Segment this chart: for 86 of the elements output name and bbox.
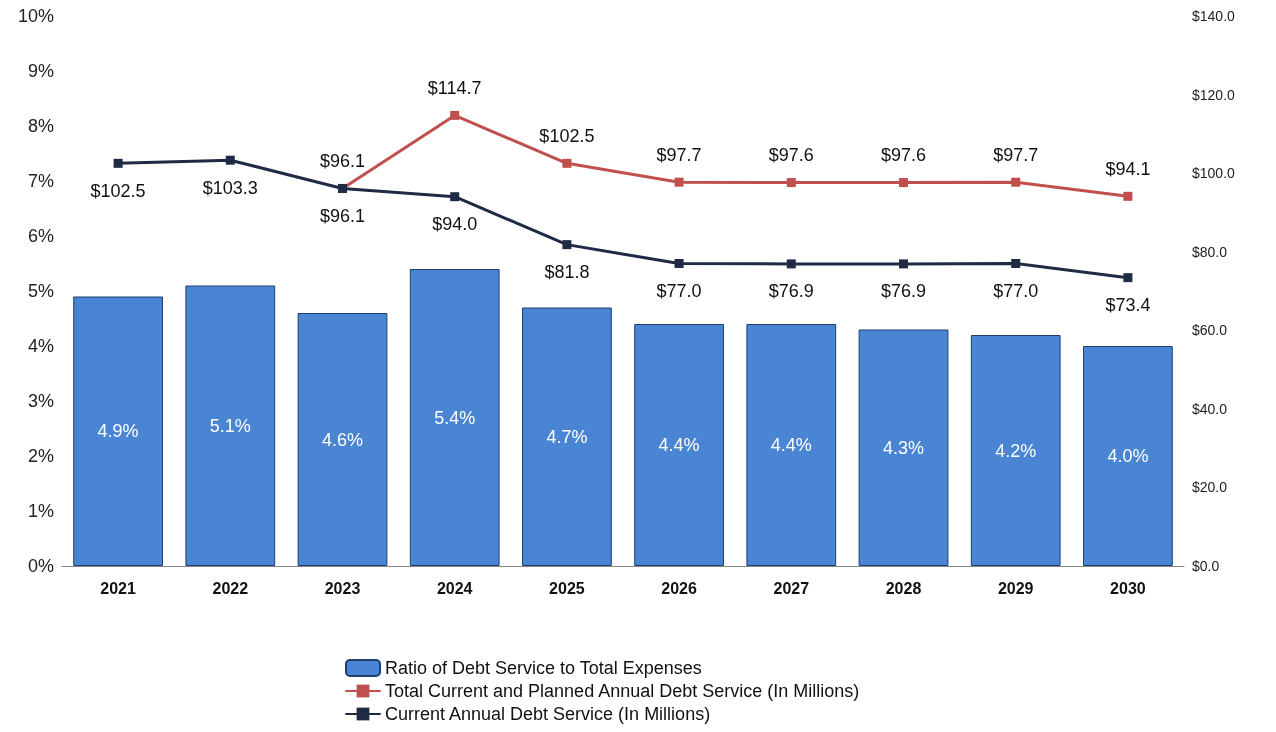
y2-tick-label: $100.0 xyxy=(1192,165,1236,182)
bar xyxy=(73,296,163,566)
point xyxy=(562,158,572,168)
y-tick-label: 5% xyxy=(27,281,54,301)
point xyxy=(562,240,572,250)
y2-tick-label: $0.0 xyxy=(1192,558,1220,574)
x-tick-label: 2021 xyxy=(100,579,136,597)
data-label: $77.0 xyxy=(993,281,1039,301)
point xyxy=(1011,259,1021,268)
data-label: 4.4% xyxy=(658,435,700,455)
y-tick-label: 8% xyxy=(27,116,54,136)
data-label: 4.4% xyxy=(770,435,812,455)
y-tick-label: 7% xyxy=(27,171,54,191)
point xyxy=(899,259,908,269)
data-label: $76.9 xyxy=(768,281,814,302)
bar xyxy=(297,313,388,566)
y-tick-label: 2% xyxy=(27,446,54,466)
point xyxy=(786,259,796,269)
bar xyxy=(1083,346,1173,566)
point xyxy=(450,110,460,120)
data-label: $77.0 xyxy=(656,281,702,301)
data-label: 4.6% xyxy=(321,429,364,450)
legend-label: Current Annual Debt Service (In Millions) xyxy=(385,704,711,724)
data-label: $97.6 xyxy=(768,145,814,166)
data-label: $96.1 xyxy=(319,150,366,171)
point xyxy=(674,259,684,268)
data-label: 5.4% xyxy=(434,407,476,428)
x-tick-label: 2026 xyxy=(661,579,697,597)
data-label: $76.9 xyxy=(880,281,927,302)
x-tick-label: 2022 xyxy=(212,579,249,597)
y2-tick-label: $40.0 xyxy=(1192,400,1228,417)
x-tick-label: 2028 xyxy=(885,579,922,597)
data-label: 4.2% xyxy=(995,440,1037,461)
y-tick-label: 10% xyxy=(17,6,54,26)
data-label: $81.8 xyxy=(544,262,590,283)
data-label: $97.7 xyxy=(993,144,1039,165)
data-label: 4.0% xyxy=(1107,446,1149,466)
bar xyxy=(746,324,837,566)
x-tick-label: 2030 xyxy=(1110,579,1146,597)
point xyxy=(1123,191,1133,201)
bar xyxy=(970,335,1061,566)
data-label: $94.0 xyxy=(432,214,478,235)
x-tick-label: 2024 xyxy=(436,579,473,597)
data-label: 4.3% xyxy=(882,437,925,458)
x-tick-label: 2025 xyxy=(549,579,585,597)
y2-tick-label: $140.0 xyxy=(1192,8,1236,24)
data-label: $96.1 xyxy=(319,205,366,226)
data-label: $73.4 xyxy=(1105,295,1151,316)
y-tick-label: 4% xyxy=(27,336,54,356)
point xyxy=(1011,177,1021,187)
point xyxy=(786,178,796,188)
y-tick-label: 6% xyxy=(27,226,54,246)
point xyxy=(674,177,684,187)
data-label: $102.5 xyxy=(539,125,595,146)
y-tick-label: 1% xyxy=(27,501,54,521)
y-tick-label: 3% xyxy=(27,391,54,411)
data-label: 4.7% xyxy=(546,426,588,447)
data-label: 4.9% xyxy=(97,421,139,442)
y2-tick-label: $120.0 xyxy=(1192,86,1236,103)
y-tick-label: 9% xyxy=(27,61,54,81)
point xyxy=(450,192,460,202)
bar xyxy=(634,324,724,566)
x-tick-label: 2023 xyxy=(324,579,361,597)
y-tick-label: 0% xyxy=(27,556,54,576)
data-label: $114.7 xyxy=(427,77,482,98)
data-label: $97.7 xyxy=(656,144,702,165)
data-label: $94.1 xyxy=(1105,158,1151,179)
point xyxy=(899,178,908,188)
point xyxy=(113,158,123,168)
y2-tick-label: $60.0 xyxy=(1192,322,1228,339)
data-label: 5.1% xyxy=(209,415,251,436)
bar xyxy=(409,269,500,566)
point xyxy=(225,155,235,165)
x-tick-label: 2029 xyxy=(997,579,1034,597)
bar xyxy=(185,285,276,566)
y2-tick-label: $20.0 xyxy=(1192,479,1228,496)
y2-tick-label: $80.0 xyxy=(1192,243,1228,260)
bar xyxy=(858,329,949,566)
point xyxy=(1123,273,1133,283)
x-tick-label: 2027 xyxy=(773,579,810,597)
data-label: $97.6 xyxy=(880,145,927,166)
bar xyxy=(522,307,612,566)
legend-label: Total Current and Planned Annual Debt Service (In Millions) xyxy=(385,681,860,701)
legend-label: Ratio of Debt Service to Total Expenses xyxy=(385,658,702,678)
data-label: $103.3 xyxy=(202,177,258,198)
data-label: $102.5 xyxy=(90,180,146,201)
